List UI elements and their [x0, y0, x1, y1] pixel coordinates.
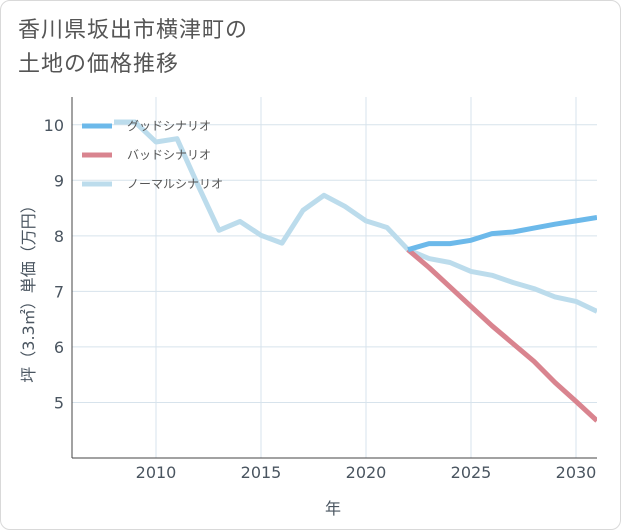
y-tick-label-9: 9 [54, 171, 64, 190]
x-tick-label-2015: 2015 [241, 463, 282, 482]
chart-title-line-1: 香川県坂出市横津町の [18, 18, 249, 43]
tick-labels: 2010 2015 2020 2025 2030 5 6 7 8 9 10 [44, 116, 597, 482]
x-tick-label-2030: 2030 [556, 463, 597, 482]
x-tick-label-2010: 2010 [136, 463, 177, 482]
series-line-normal [114, 119, 597, 314]
y-tick-label-7: 7 [54, 282, 64, 301]
grid-lines [72, 97, 597, 458]
y-tick-label-10: 10 [44, 116, 64, 135]
legend-label-bad: バッドシナリオ [127, 148, 211, 162]
series-lines [114, 119, 597, 423]
chart-title-line-2: 土地の価格推移 [18, 52, 180, 77]
series-line-bad [406, 247, 597, 423]
y-axis-label: 坪（3.3㎡）単価（万円） [19, 197, 38, 382]
y-tick-label-8: 8 [54, 227, 64, 246]
legend-label-good: グッドシナリオ [127, 119, 211, 133]
axes [71, 97, 597, 459]
chart-title: 香川県坂出市横津町の 土地の価格推移 [18, 14, 248, 82]
legend-label-normal: ノーマルシナリオ [127, 177, 223, 191]
x-axis-label: 年 [325, 499, 341, 518]
x-tick-label-2025: 2025 [451, 463, 492, 482]
y-tick-label-5: 5 [54, 393, 64, 412]
y-tick-label-6: 6 [54, 338, 64, 357]
series-line-good [407, 215, 597, 253]
x-tick-label-2020: 2020 [346, 463, 387, 482]
